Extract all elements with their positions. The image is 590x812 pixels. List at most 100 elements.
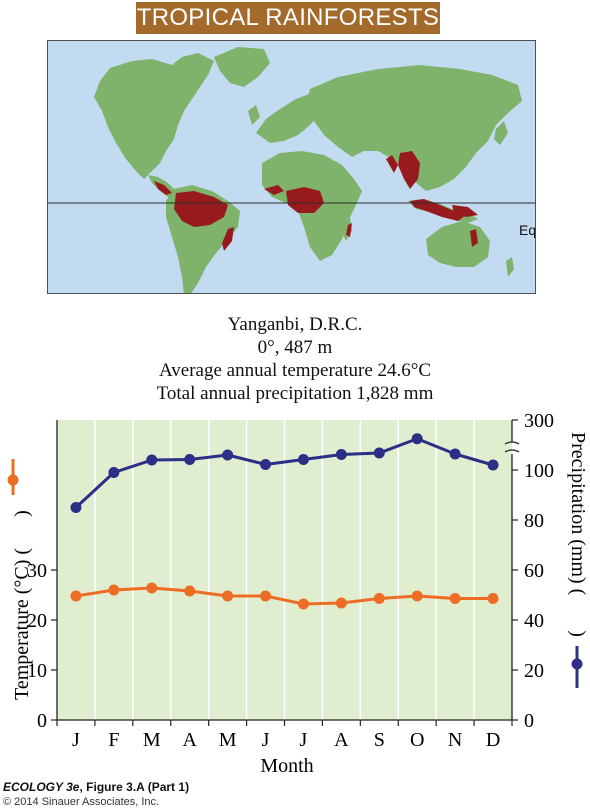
x-tick-label: A — [334, 729, 349, 751]
temperature-point — [449, 593, 461, 604]
land-uk — [248, 105, 260, 125]
temperature-point — [297, 598, 309, 610]
left-axis-title-close: ) — [11, 510, 33, 517]
x-tick-label: S — [374, 729, 385, 751]
temperature-point — [373, 593, 385, 604]
axis-break-mark-top — [504, 441, 520, 445]
x-tick-label: J — [72, 729, 80, 751]
temperature-point — [335, 597, 347, 609]
precipitation-point — [373, 447, 385, 459]
x-tick-label: A — [182, 729, 197, 751]
book-title: ECOLOGY 3e — [3, 780, 80, 794]
left-y-tick-label: 30 — [27, 560, 47, 582]
world-map-graphic — [48, 47, 535, 293]
rainforest-regions — [154, 151, 478, 251]
x-tick-label: F — [108, 729, 119, 751]
right-axis-title-close: ) — [567, 630, 589, 637]
precipitation-line — [74, 437, 494, 509]
right-axis-title-label: Precipitation (mm) ( — [567, 432, 589, 596]
x-tick-label: J — [300, 729, 308, 751]
temperature-point — [184, 585, 196, 597]
temperature-legend-marker — [7, 459, 19, 495]
rainforest-congo — [286, 187, 324, 213]
left-y-tick-label: 0 — [37, 710, 47, 732]
x-tick-label: M — [143, 729, 161, 751]
average-temperature: Average annual temperature 24.6°C — [158, 360, 432, 381]
right-axis-title: Precipitation (mm) ( ) — [567, 432, 589, 637]
temperature-point — [411, 590, 423, 602]
rainforest-southeast-asia — [398, 151, 420, 189]
biome-title: TROPICAL RAINFORESTS — [136, 4, 440, 31]
temperature-point — [222, 590, 234, 602]
precipitation-point — [297, 454, 309, 465]
precipitation-point — [260, 459, 272, 470]
land-asia — [306, 65, 522, 191]
right-y-tick-label: 300 — [524, 410, 554, 432]
rainforest-brazil-coast — [222, 227, 234, 251]
right-y-tick-label: 60 — [524, 560, 544, 582]
world-map: Equator — [47, 40, 536, 294]
temperature-point — [487, 593, 499, 604]
right-y-ticks: 0 20 40 60 80 100 300 — [512, 410, 554, 732]
copyright-notice: © 2014 Sinauer Associates, Inc. — [3, 796, 160, 808]
left-y-tick-label: 20 — [27, 610, 47, 632]
precipitation-point — [487, 459, 499, 471]
right-axis-title-text: Precipitation (mm) ( ) — [567, 432, 589, 637]
figure-credit: ECOLOGY 3e, Figure 3.A (Part 1) — [3, 780, 189, 794]
left-axis-title-label: Temperature (°C) ( — [11, 548, 33, 700]
rainforest-new-guinea — [452, 205, 478, 217]
right-y-tick-label: 40 — [524, 610, 544, 632]
precipitation-point — [108, 467, 120, 478]
rainforest-indonesia — [410, 199, 466, 221]
rainforest-west-africa — [264, 185, 284, 195]
rainforest-amazon — [174, 191, 228, 227]
x-tick-label: J — [262, 729, 270, 751]
biome-banner: TROPICAL RAINFORESTS — [136, 2, 440, 34]
precipitation-point — [335, 449, 347, 460]
temperature-point — [146, 582, 158, 594]
total-precipitation: Total annual precipitation 1,828 mm — [156, 383, 434, 404]
equator-label: Equator — [519, 222, 536, 238]
precipitation-point — [146, 454, 158, 466]
temperature-point — [70, 590, 82, 602]
left-axis-title: Temperature (°C) ( ) — [11, 510, 33, 700]
x-axis-title: Month — [260, 755, 313, 777]
precipitation-point — [411, 433, 423, 445]
precipitation-point — [222, 449, 234, 461]
right-y-tick-label: 80 — [524, 510, 544, 532]
precipitation-point — [70, 502, 82, 513]
precipitation-legend-marker — [571, 646, 583, 688]
right-y-tick-label: 0 — [524, 710, 534, 732]
axis-break-mark-bottom — [504, 449, 520, 453]
x-tick-label: N — [448, 729, 462, 751]
land-japan — [494, 121, 508, 145]
location-name: Yanganbi, D.R.C. — [227, 314, 363, 335]
vertical-gridlines — [94, 420, 475, 720]
land-north-america — [94, 53, 214, 179]
x-tick-label: M — [219, 729, 237, 751]
x-tick-label: D — [486, 729, 500, 751]
precipitation-point — [449, 448, 461, 460]
x-tick-label: O — [410, 729, 424, 751]
left-y-tick-label: 10 — [27, 660, 47, 682]
temperature-line — [75, 586, 494, 606]
right-y-tick-label: 20 — [524, 660, 544, 682]
land-greenland — [214, 47, 270, 87]
temperature-point — [108, 584, 120, 596]
figure-label: , Figure 3.A (Part 1) — [79, 780, 190, 794]
right-y-tick-label: 100 — [524, 460, 554, 482]
location-coords: 0°, 487 m — [257, 337, 333, 358]
left-y-ticks: 0 10 20 30 — [27, 560, 57, 732]
land-australia — [426, 221, 490, 267]
series-lines — [70, 433, 499, 610]
left-axis-title-text: Temperature (°C) ( ) — [11, 510, 33, 700]
land-new-zealand — [506, 257, 514, 277]
temperature-point — [260, 590, 272, 602]
rainforest-central-america — [154, 181, 172, 195]
precipitation-point — [184, 454, 196, 465]
rainforest-madagascar — [346, 223, 352, 237]
land-masses — [94, 47, 522, 293]
rainforest-australia — [470, 229, 478, 247]
